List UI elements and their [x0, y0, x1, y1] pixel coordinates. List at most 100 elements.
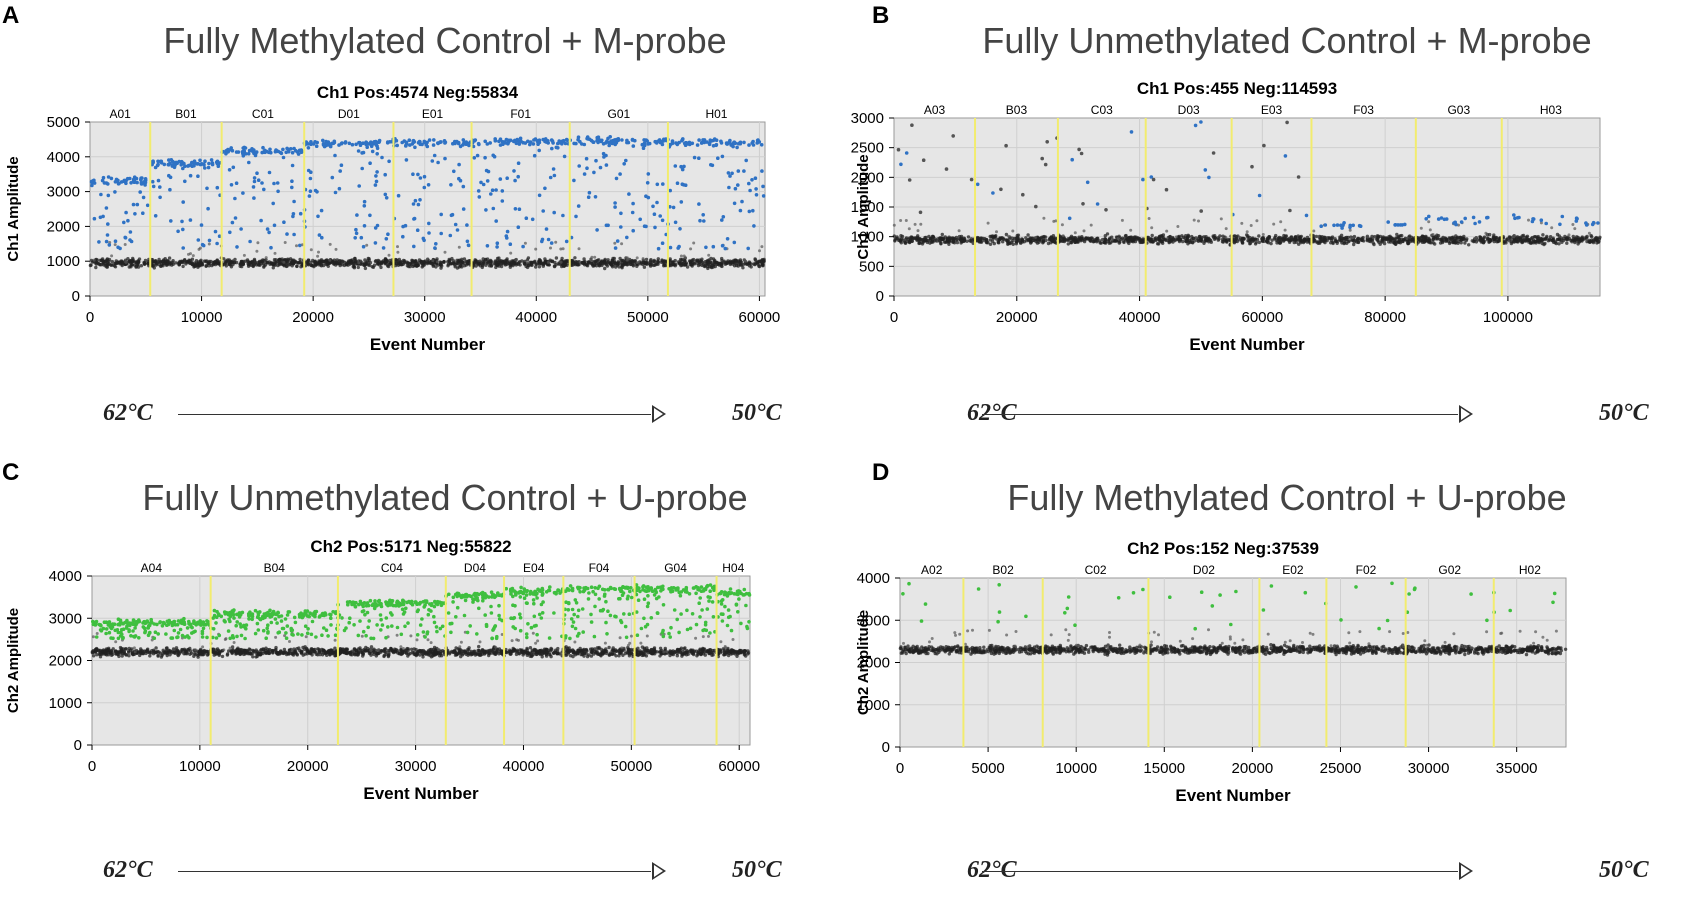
negative-droplet: [503, 259, 507, 263]
positive-droplet: [135, 180, 139, 185]
negative-droplet: [1533, 239, 1537, 243]
negative-droplet: [514, 258, 518, 262]
positive-droplet: [466, 243, 471, 247]
positive-droplet: [760, 169, 764, 173]
positive-droplet: [562, 154, 567, 159]
y-tick-label: 2000: [851, 169, 884, 186]
positive-droplet: [267, 230, 271, 235]
negative-droplet: [969, 237, 974, 241]
positive-droplet: [158, 620, 162, 625]
positive-droplet: [584, 156, 589, 161]
positive-droplet: [516, 174, 520, 179]
negative-droplet: [625, 258, 629, 262]
negative-droplet: [146, 261, 150, 265]
negative-droplet: [1218, 234, 1222, 238]
negative-droplet: [400, 262, 404, 266]
negative-droplet: [590, 255, 594, 259]
positive-droplet: [250, 614, 255, 619]
positive-droplet: [180, 621, 185, 626]
positive-droplet: [501, 142, 505, 146]
positive-droplet: [513, 207, 518, 211]
negative-droplet: [1479, 238, 1483, 243]
positive-droplet: [759, 143, 764, 147]
positive-droplet: [228, 636, 232, 641]
negative-droplet: [1281, 237, 1285, 241]
negative-droplet: [1042, 216, 1046, 220]
positive-droplet: [732, 240, 737, 245]
well-label: A03: [924, 103, 946, 117]
negative-droplet: [1456, 235, 1460, 239]
positive-droplet: [139, 178, 143, 182]
positive-droplet: [181, 227, 185, 232]
positive-droplet: [595, 228, 599, 232]
negative-droplet: [1297, 242, 1301, 246]
negative-droplet: [206, 261, 210, 266]
negative-droplet: [126, 257, 130, 261]
positive-droplet: [732, 140, 736, 145]
positive-droplet: [443, 140, 448, 145]
positive-droplet: [347, 141, 352, 146]
positive-droplet: [737, 141, 741, 146]
y-tick-label: 1500: [851, 199, 884, 216]
negative-droplet: [1529, 237, 1533, 241]
negative-droplet: [220, 654, 225, 659]
negative-droplet: [1598, 235, 1602, 239]
negative-droplet: [330, 652, 335, 656]
panel-letter: A: [2, 2, 20, 29]
positive-droplet: [121, 636, 125, 640]
positive-droplet: [150, 179, 155, 184]
positive-droplet: [362, 204, 367, 208]
positive-droplet: [185, 626, 190, 630]
negative-droplet: [1089, 223, 1093, 227]
positive-droplet: [420, 142, 424, 147]
positive-droplet: [300, 633, 304, 637]
negative-droplet: [178, 260, 182, 264]
negative-droplet: [668, 259, 672, 264]
positive-droplet: [761, 194, 766, 198]
positive-droplet: [276, 189, 280, 194]
negative-droplet: [1512, 235, 1516, 239]
positive-droplet: [272, 181, 276, 186]
positive-droplet: [1471, 215, 1476, 220]
positive-droplet: [716, 156, 720, 160]
positive-droplet: [132, 622, 136, 627]
positive-droplet: [156, 632, 160, 636]
negative-droplet: [317, 260, 321, 264]
positive-droplet: [495, 245, 499, 249]
positive-droplet: [303, 624, 308, 628]
positive-droplet: [148, 621, 152, 626]
negative-droplet: [1155, 242, 1160, 246]
positive-droplet: [416, 202, 421, 207]
positive-droplet: [395, 143, 400, 148]
negative-droplet: [965, 239, 969, 243]
negative-droplet: [251, 655, 255, 659]
positive-droplet: [92, 216, 97, 221]
negative-droplet: [1170, 238, 1174, 242]
negative-droplet: [689, 247, 693, 251]
negative-droplet: [227, 649, 231, 653]
positive-droplet: [265, 626, 270, 631]
negative-droplet: [559, 260, 563, 264]
negative-droplet: [549, 259, 553, 263]
positive-droplet: [384, 196, 389, 200]
negative-droplet: [1148, 240, 1153, 244]
positive-droplet: [309, 632, 314, 637]
positive-droplet: [403, 223, 408, 228]
negative-droplet: [193, 264, 197, 268]
negative-droplet: [1122, 240, 1126, 245]
positive-droplet: [422, 174, 427, 179]
positive-droplet: [549, 138, 554, 142]
positive-droplet: [277, 630, 282, 634]
positive-droplet: [116, 245, 120, 250]
negative-droplet: [656, 257, 660, 261]
negative-droplet: [1387, 240, 1391, 244]
positive-droplet: [537, 193, 542, 198]
negative-droplet: [1116, 237, 1120, 240]
negative-droplet: [1240, 240, 1245, 245]
positive-droplet: [143, 630, 147, 635]
negative-droplet: [1459, 241, 1463, 245]
negative-droplet: [1571, 234, 1575, 239]
temperature-gradient: 62°C 50°C: [0, 400, 842, 440]
